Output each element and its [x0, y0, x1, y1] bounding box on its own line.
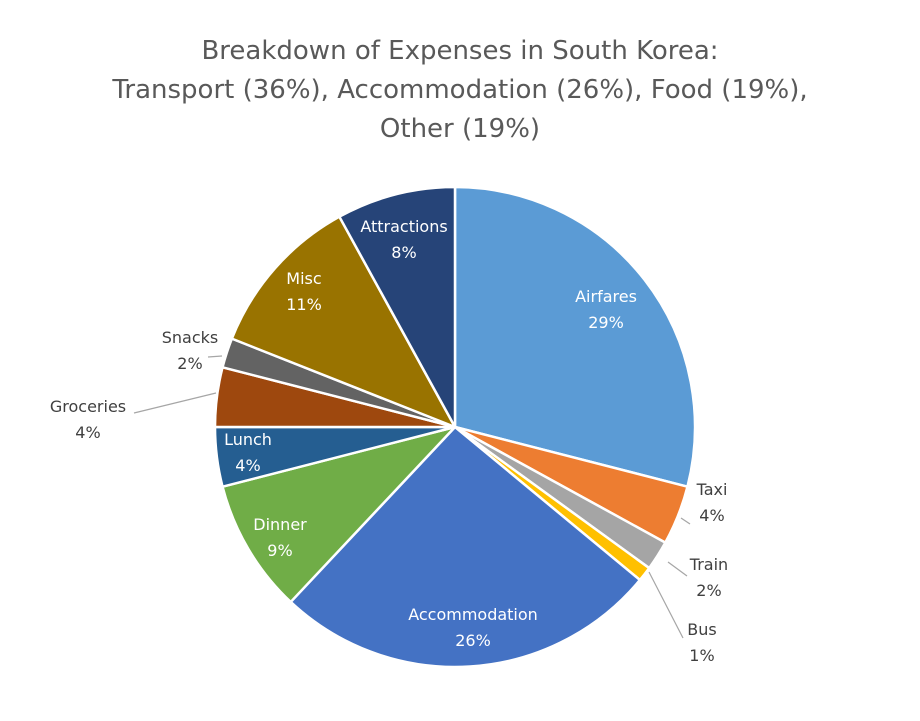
slice-value-bus: 1%	[689, 646, 714, 665]
slice-label-dinner: Dinner	[253, 515, 307, 534]
slice-value-lunch: 4%	[235, 456, 260, 475]
chart-title-line-1: Breakdown of Expenses in South Korea:	[201, 36, 719, 66]
chart-title: Breakdown of Expenses in South Korea: Tr…	[0, 32, 920, 149]
slice-label-misc: Misc	[286, 269, 321, 288]
slice-value-dinner: 9%	[267, 541, 292, 560]
slice-label-airfares: Airfares	[575, 287, 637, 306]
leader-line-taxi	[680, 517, 691, 525]
slice-label-bus: Bus	[687, 620, 716, 639]
slice-label-snacks: Snacks	[162, 328, 219, 347]
slice-label-train: Train	[689, 555, 728, 574]
slice-value-misc: 11%	[286, 295, 322, 314]
pie-slice-accommodation	[289, 425, 642, 669]
pie-slice-dinner	[221, 425, 457, 604]
slice-value-groceries: 4%	[75, 423, 100, 442]
slice-label-accommodation: Accommodation	[408, 605, 538, 624]
slice-value-train: 2%	[696, 581, 721, 600]
slice-label-taxi: Taxi	[696, 480, 728, 499]
leader-line-train	[667, 561, 688, 577]
pie-slice-airfares	[453, 185, 697, 488]
leader-line-snacks	[207, 355, 223, 358]
slice-value-taxi: 4%	[699, 506, 724, 525]
slice-value-accommodation: 26%	[455, 631, 491, 650]
leader-line-bus	[648, 571, 684, 639]
leader-line-groceries	[133, 392, 217, 414]
pie-slice-misc	[230, 215, 457, 429]
pie-slice-attractions	[338, 185, 457, 429]
slice-value-attractions: 8%	[391, 243, 416, 262]
slice-label-attractions: Attractions	[360, 217, 447, 236]
slice-value-airfares: 29%	[588, 313, 624, 332]
chart-title-line-2: Transport (36%), Accommodation (26%), Fo…	[112, 75, 808, 105]
slice-label-lunch: Lunch	[224, 430, 272, 449]
slice-label-groceries: Groceries	[50, 397, 126, 416]
chart-title-line-3: Other (19%)	[379, 114, 541, 144]
slice-value-snacks: 2%	[177, 354, 202, 373]
